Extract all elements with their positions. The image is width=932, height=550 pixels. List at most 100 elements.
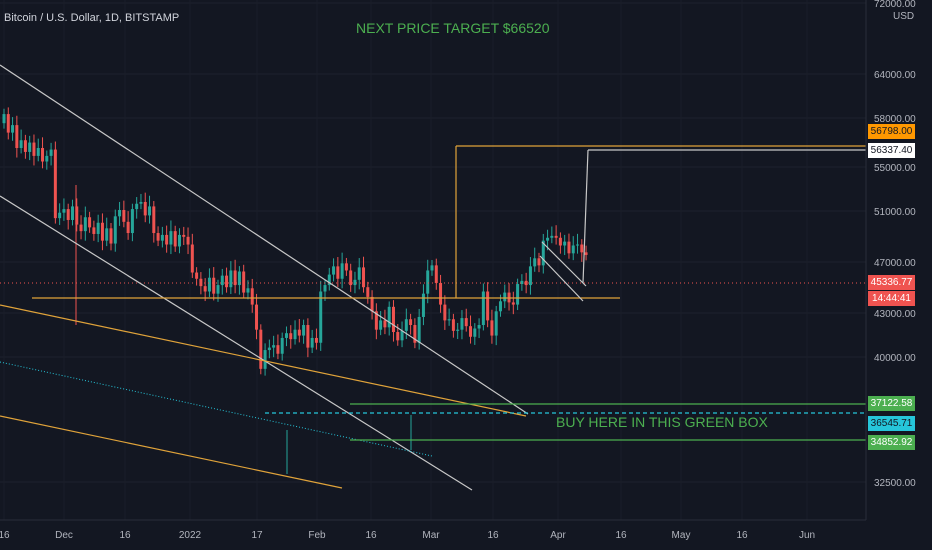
candle-body	[6, 114, 10, 133]
orange-lower-trendline	[0, 415, 343, 489]
candle-body	[28, 142, 32, 152]
candle-body	[293, 329, 297, 340]
x-tick-label: 16	[365, 530, 377, 541]
candle-body	[413, 325, 417, 343]
candle-body	[387, 306, 391, 328]
candle-body	[417, 316, 421, 343]
y-tick-label: 47000.00	[874, 258, 916, 269]
x-tick-label: 16	[615, 530, 627, 541]
candle-body	[259, 329, 263, 369]
candle-body	[584, 252, 588, 255]
candle-body	[314, 337, 318, 343]
candle-body	[306, 325, 310, 348]
candle-body	[220, 275, 224, 286]
price-label: 56798.00	[868, 124, 915, 139]
candle-body	[233, 270, 237, 286]
trend-drawings	[0, 64, 866, 491]
candle-body	[362, 267, 366, 288]
x-tick-label: 16	[487, 530, 499, 541]
candle-body	[11, 125, 15, 133]
x-tick-label: Feb	[308, 530, 326, 541]
candle-body	[195, 272, 199, 279]
x-tick-label: 2022	[179, 530, 202, 541]
candle-body	[267, 347, 271, 351]
flag-lower-line	[539, 255, 584, 302]
candle-body	[319, 291, 323, 343]
candle-body	[477, 325, 481, 329]
candle-body	[511, 302, 515, 305]
candle-body	[23, 140, 27, 152]
candle-body	[550, 235, 554, 238]
candle-body	[199, 278, 203, 287]
candle-body	[66, 209, 70, 220]
time-axis: 16 Dec 16 2022 17 Feb 16 Mar 16 Apr 16 May 16 Jun	[0, 530, 815, 541]
price-label: 45336.77	[868, 275, 915, 290]
candle-body	[229, 270, 233, 288]
candle-body	[391, 306, 395, 333]
x-tick-label: Dec	[55, 530, 73, 541]
candle-body	[19, 140, 23, 148]
candle-body	[370, 296, 374, 312]
candle-body	[169, 231, 173, 245]
y-tick-label: 72000.00	[874, 0, 916, 10]
candle-body	[32, 142, 36, 156]
candle-body	[246, 288, 250, 293]
x-tick-label: 17	[251, 530, 263, 541]
candle-body	[143, 201, 147, 216]
candle-body	[297, 329, 301, 336]
candle-body	[447, 319, 451, 321]
candle-body	[554, 235, 558, 238]
x-tick-label: 16	[736, 530, 748, 541]
y-tick-label: 32500.00	[874, 478, 916, 489]
candle-body	[404, 319, 408, 331]
candle-body	[276, 345, 280, 354]
candle-body	[400, 330, 404, 341]
candle-body	[344, 263, 348, 271]
candle-body	[327, 274, 331, 286]
y-tick-label: 43000.00	[874, 309, 916, 320]
candle-body	[469, 326, 473, 337]
candle-body	[173, 231, 177, 247]
y-tick-label: 58000.00	[874, 114, 916, 125]
y-tick-label: 64000.00	[874, 70, 916, 81]
candle-body	[83, 217, 87, 232]
candle-body	[302, 325, 306, 336]
price-label: 37122.58	[868, 396, 915, 411]
candle-body	[100, 222, 104, 241]
candle-body	[75, 206, 79, 225]
candle-body	[533, 258, 537, 267]
candle-body	[58, 212, 62, 219]
candle-body	[70, 206, 74, 220]
candle-body	[122, 209, 126, 222]
candle-body	[49, 149, 53, 156]
candle-body	[353, 279, 357, 286]
candle-body	[421, 293, 425, 317]
candle-body	[490, 320, 494, 336]
orange-trendline	[0, 304, 527, 417]
candle-body	[503, 292, 507, 302]
candle-body	[439, 282, 443, 305]
candle-body	[332, 266, 336, 275]
price-axis: 72000.00 64000.00 58000.00 55000.00 51000.00…	[0, 0, 916, 521]
candle-body	[263, 350, 267, 369]
candle-body	[207, 277, 211, 292]
candle-body	[516, 284, 520, 305]
candle-body	[464, 318, 468, 327]
candle-body	[323, 285, 327, 292]
price-label: 14:44:41	[868, 291, 915, 306]
candle-body	[2, 114, 6, 124]
candle-body	[383, 320, 387, 328]
candle-body	[434, 265, 438, 283]
candle-body	[135, 203, 139, 210]
x-tick-label: 16	[0, 530, 10, 541]
channel-upper-line	[0, 64, 529, 415]
candle-body	[250, 288, 254, 305]
candle-body	[524, 280, 528, 286]
candle-body	[481, 291, 485, 326]
candle-body	[571, 245, 575, 254]
candle-body	[558, 237, 562, 246]
candle-body	[374, 311, 378, 330]
candle-body	[255, 304, 259, 330]
candle-body	[460, 318, 464, 330]
